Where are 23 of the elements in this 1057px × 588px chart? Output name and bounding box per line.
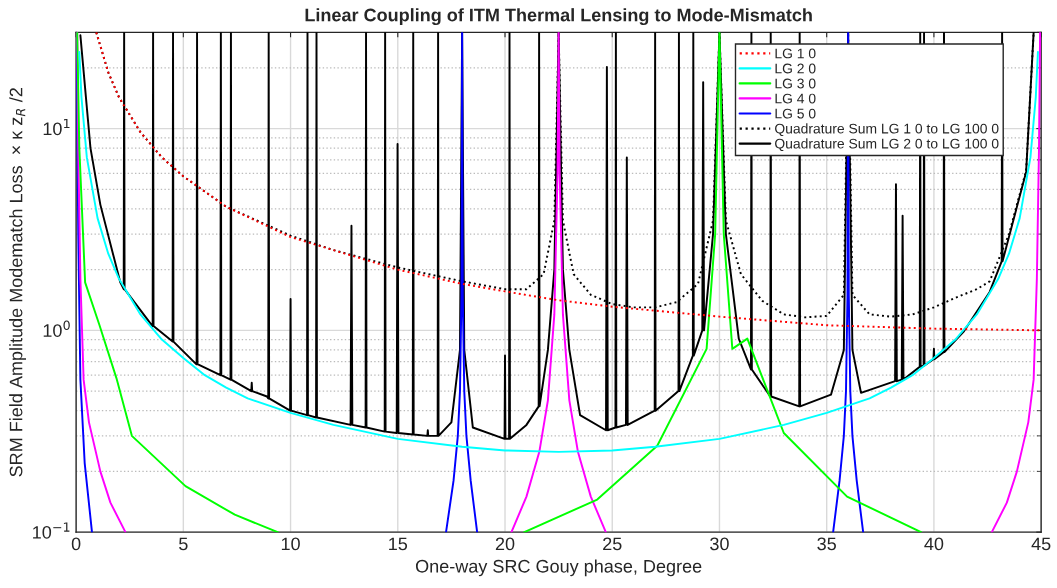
x-tick-label: 40	[924, 537, 944, 551]
legend-label: LG 4 0	[775, 93, 816, 104]
x-tick-label: 15	[389, 537, 408, 551]
legend-label: LG 5 0	[775, 108, 816, 119]
x-tick-label: 5	[179, 537, 188, 551]
legend-label: Quadrature Sum LG 2 0 to LG 100 0	[775, 138, 999, 152]
x-tick-label: 25	[603, 537, 622, 551]
y-axis-title: SRM Field Amplitude Modematch Loss × κ z$_{R}$ /2	[9, 88, 26, 477]
x-tick-label: 20	[495, 537, 515, 551]
x-tick-label: 35	[817, 537, 836, 551]
legend-label: LG 2 0	[775, 63, 816, 74]
legend-label: LG 1 0	[775, 48, 816, 59]
y-tick-label: 10$^{0}$	[43, 320, 70, 337]
y-tick-label: 10$^{1}$	[43, 118, 70, 136]
x-tick-label: 30	[710, 537, 729, 551]
x-tick-label: 10	[281, 537, 300, 551]
legend-label: Quadrature Sum LG 1 0 to LG 100 0	[775, 123, 999, 137]
chart-title: Linear Coupling of ITM Thermal Lensing to Mode-Mismatch	[305, 8, 812, 26]
x-axis-title: One-way SRC Gouy phase, Degree	[415, 559, 702, 577]
x-tick-label: 0	[71, 537, 81, 551]
x-tick-label: 45	[1031, 537, 1051, 551]
legend-label: LG 3 0	[775, 78, 816, 89]
y-tick-label: 10$^{−1}$	[33, 522, 70, 539]
